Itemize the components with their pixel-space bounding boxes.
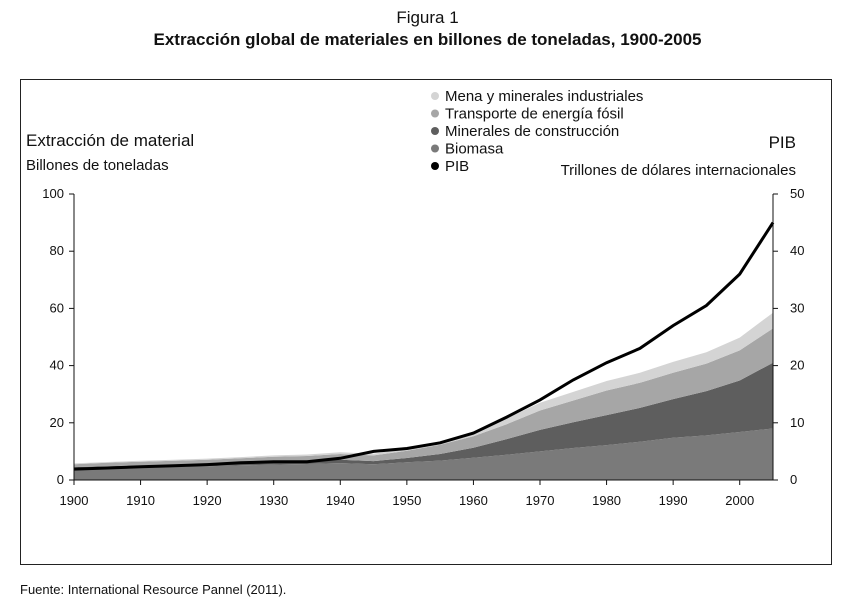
left-tick-label: 80 [50, 243, 64, 258]
legend-marker [431, 144, 439, 153]
x-tick-label: 1940 [326, 493, 355, 508]
x-tick-label: 2000 [725, 493, 754, 508]
left-tick-label: 20 [50, 415, 64, 430]
left-axis-title: Extracción de material [26, 131, 194, 150]
line-layer [73, 221, 775, 471]
axes-layer: 0 20 40 60 80 100 0 10 20 30 40 50 1900 1910 1920 1930 1… [26, 131, 804, 508]
x-tick-label: 1910 [126, 493, 155, 508]
right-tick-label: 10 [790, 415, 804, 430]
legend-label: PIB [445, 158, 469, 175]
x-tick-label: 1970 [526, 493, 555, 508]
right-tick-label: 20 [790, 358, 804, 373]
chart-frame: 0 20 40 60 80 100 0 10 20 30 40 50 1900 1910 1920 1930 1… [20, 79, 832, 565]
right-tick-label: 40 [790, 243, 804, 258]
x-tick-label: 1980 [592, 493, 621, 508]
legend-label: Transporte de energía fósil [445, 106, 624, 123]
x-tick-label: 1990 [659, 493, 688, 508]
chart-title: Extracción global de materiales en billo… [153, 30, 702, 49]
chart-svg: 0 20 40 60 80 100 0 10 20 30 40 50 1900 1910 1920 1930 1… [26, 88, 804, 508]
left-tick-label: 0 [57, 472, 64, 487]
areas-layer [74, 312, 773, 480]
legend-marker [431, 109, 439, 118]
legend-marker [431, 162, 439, 170]
right-axis-unit: Trillones de dólares internacionales [561, 162, 796, 179]
legend-marker [431, 92, 439, 100]
source-note: Fuente: International Resource Pannel (2… [20, 582, 287, 597]
area-minerales-de-construccion [74, 362, 773, 469]
right-tick-label: 30 [790, 300, 804, 315]
legend-label: Mena y minerales industriales [445, 88, 643, 105]
x-tick-label: 1950 [392, 493, 421, 508]
x-tick-label: 1960 [459, 493, 488, 508]
x-tick-label: 1920 [193, 493, 222, 508]
legend-label: Biomasa [445, 141, 504, 158]
gdp-line [73, 221, 775, 471]
left-tick-label: 60 [50, 300, 64, 315]
left-axis-unit: Billones de toneladas [26, 157, 169, 174]
x-tick-label: 1900 [60, 493, 89, 508]
right-tick-label: 50 [790, 186, 804, 201]
left-tick-label: 40 [50, 358, 64, 373]
right-tick-label: 0 [790, 472, 797, 487]
left-tick-label: 100 [42, 186, 64, 201]
legend-layer: Mena y minerales industrialesTransporte … [431, 88, 643, 175]
area-transporte-de-energia-fosil [74, 328, 773, 468]
x-tick-label: 1930 [259, 493, 288, 508]
legend-marker [431, 127, 439, 135]
legend-label: Minerales de construcción [445, 123, 619, 140]
figure-label: Figura 1 [396, 8, 459, 27]
right-axis-title: PIB [769, 133, 796, 152]
area-biomasa [74, 428, 773, 480]
